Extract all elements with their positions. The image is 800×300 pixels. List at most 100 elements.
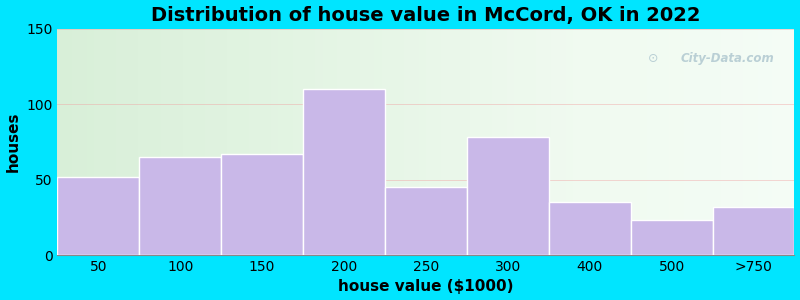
Bar [315,29,322,255]
Bar [462,29,470,255]
Bar [308,29,315,255]
Bar [735,29,743,255]
Bar [116,29,124,255]
Bar [352,29,359,255]
Bar [58,177,139,255]
Bar [278,29,286,255]
Bar [411,29,418,255]
Bar [212,29,219,255]
Bar [87,29,94,255]
Bar [271,29,278,255]
Bar [713,207,794,255]
Bar [367,29,374,255]
Bar [175,29,182,255]
Bar [765,29,772,255]
Bar [58,29,65,255]
Y-axis label: houses: houses [6,112,21,172]
Bar [514,29,522,255]
Bar [588,29,595,255]
Bar [467,137,549,255]
Bar [558,29,566,255]
Bar [640,29,647,255]
Bar [219,29,227,255]
Bar [322,29,330,255]
Bar [549,202,630,255]
Text: City-Data.com: City-Data.com [680,52,774,65]
Bar [139,157,221,255]
Bar [426,29,434,255]
Bar [544,29,551,255]
Bar [654,29,662,255]
Bar [65,29,72,255]
Bar [485,29,492,255]
Bar [153,29,161,255]
Bar [610,29,618,255]
Bar [787,29,794,255]
Bar [338,29,345,255]
Bar [190,29,198,255]
Bar [234,29,242,255]
Bar [138,29,146,255]
Bar [492,29,500,255]
Bar [478,29,485,255]
Bar [632,29,640,255]
Bar [359,29,367,255]
Text: ⊙: ⊙ [648,52,658,65]
Bar [205,29,212,255]
Bar [109,29,116,255]
Bar [397,29,404,255]
Bar [182,29,190,255]
Bar [441,29,448,255]
Bar [242,29,249,255]
Bar [551,29,558,255]
Bar [286,29,294,255]
Bar [374,29,382,255]
Bar [455,29,462,255]
Bar [264,29,271,255]
Title: Distribution of house value in McCord, OK in 2022: Distribution of house value in McCord, O… [151,6,701,25]
Bar [698,29,706,255]
Bar [595,29,602,255]
Bar [434,29,441,255]
Bar [448,29,455,255]
Bar [249,29,256,255]
Bar [537,29,544,255]
Bar [677,29,684,255]
Bar [662,29,669,255]
Bar [79,29,87,255]
Bar [728,29,735,255]
Bar [581,29,588,255]
Bar [303,89,385,255]
Bar [706,29,714,255]
Bar [330,29,338,255]
Bar [404,29,411,255]
Bar [382,29,389,255]
Bar [714,29,721,255]
Bar [618,29,625,255]
Bar [566,29,574,255]
Bar [529,29,537,255]
Bar [168,29,175,255]
Bar [131,29,138,255]
Bar [221,154,303,255]
Bar [124,29,131,255]
Bar [102,29,109,255]
Bar [574,29,581,255]
Bar [772,29,780,255]
Bar [669,29,677,255]
Bar [301,29,308,255]
Bar [684,29,691,255]
Bar [691,29,698,255]
Bar [94,29,102,255]
Bar [146,29,153,255]
Bar [780,29,787,255]
Bar [345,29,352,255]
Bar [500,29,507,255]
Bar [750,29,758,255]
Bar [507,29,514,255]
Bar [721,29,728,255]
Bar [522,29,529,255]
Bar [198,29,205,255]
Bar [161,29,168,255]
Bar [418,29,426,255]
